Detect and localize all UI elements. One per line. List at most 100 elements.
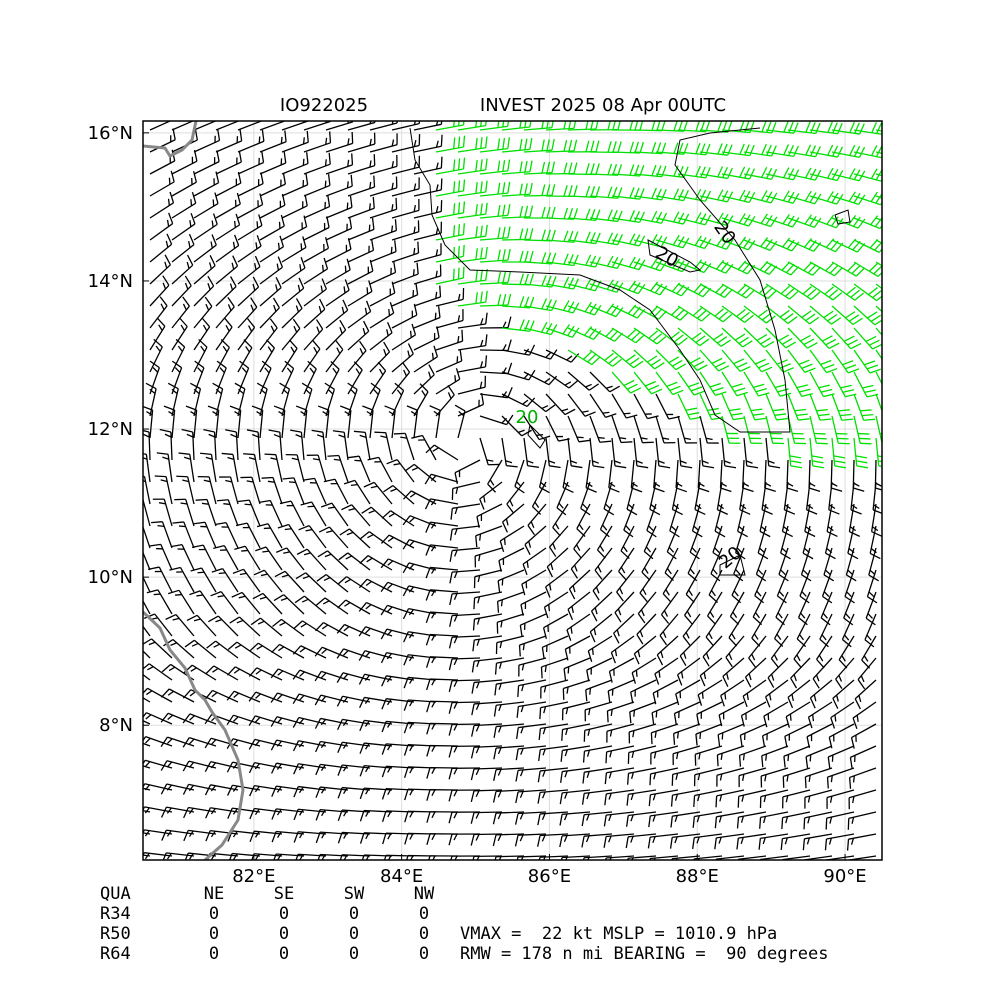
wind-barb [719, 459, 732, 493]
barb-flag [614, 460, 621, 464]
barb-flag [387, 560, 394, 566]
barb-flag [174, 593, 182, 596]
wind-barb [697, 459, 710, 493]
wind-barb [831, 144, 866, 158]
wind-barb [807, 701, 833, 729]
wind-barb [589, 371, 620, 393]
wind-barbs [143, 121, 904, 860]
barb-flag [690, 357, 701, 364]
barb-flag [824, 569, 831, 576]
barb-staff [745, 657, 767, 678]
barb-staff [269, 500, 283, 527]
barb-flag [765, 315, 776, 324]
barb-flag [151, 521, 163, 524]
barb-staff [303, 388, 313, 417]
wind-barb [457, 355, 488, 373]
wind-barb [383, 854, 415, 860]
wind-barb [314, 646, 349, 659]
barb-flag [519, 183, 523, 195]
table-cell: 0 [419, 944, 429, 964]
barb-staff [830, 701, 855, 719]
wind-barb [156, 452, 173, 483]
barb-staff [435, 394, 455, 417]
barb-flag [261, 360, 272, 369]
wind-barb [149, 212, 174, 241]
barb-flag [288, 481, 296, 484]
wind-barb [853, 327, 882, 350]
barb-flag [327, 388, 334, 395]
barb-flag [337, 576, 348, 585]
wind-barb [143, 712, 173, 725]
wind-barb [694, 745, 723, 766]
barb-flag [526, 460, 534, 464]
barb-staff [143, 673, 151, 681]
barb-flag [524, 250, 529, 263]
wind-barb [564, 635, 591, 661]
barb-flag [424, 473, 432, 485]
barb-flag [239, 129, 243, 141]
wind-barb [838, 635, 855, 669]
wind-barb [383, 485, 415, 505]
barb-flag [716, 754, 719, 767]
wind-barb [712, 525, 723, 560]
barb-staff [328, 526, 349, 549]
wind-barb [448, 635, 481, 649]
wind-barb [808, 459, 821, 492]
barb-flag [325, 121, 327, 123]
wind-barb [325, 360, 340, 395]
wind-barb [586, 657, 613, 682]
wind-barb [471, 701, 503, 716]
barb-flag [224, 317, 233, 328]
table-cell: 0 [279, 924, 289, 944]
wind-barb [664, 547, 679, 582]
wind-barb [763, 701, 789, 728]
barb-flag [164, 261, 168, 269]
barb-flag [193, 521, 206, 525]
barb-flag [261, 476, 274, 479]
wind-barb [582, 745, 613, 763]
wind-barb [195, 498, 217, 527]
wind-barb [160, 712, 195, 725]
barb-flag [382, 832, 387, 845]
barb-staff [253, 454, 261, 483]
wind-barb [147, 566, 173, 593]
wind-barb [172, 521, 195, 549]
wind-barb [337, 831, 371, 844]
barb-flag [325, 237, 330, 249]
barb-flag [197, 367, 203, 373]
wind-barb [320, 502, 349, 527]
barb-flag [359, 555, 369, 564]
wind-barb [848, 789, 877, 810]
wind-barb [705, 613, 723, 647]
barb-flag [212, 667, 219, 673]
barb-flag [884, 386, 895, 388]
barb-flag [497, 790, 502, 798]
barb-flag [612, 233, 619, 245]
wind-barb [809, 261, 843, 277]
barb-flag [743, 214, 751, 225]
wind-barb [425, 444, 459, 461]
barb-flag [618, 570, 627, 581]
barb-flag [186, 254, 194, 266]
barb-flag [607, 163, 613, 175]
barb-flag [191, 642, 199, 647]
barb-flag [194, 128, 198, 141]
wind-barb [182, 783, 217, 795]
wind-barb [805, 745, 833, 769]
barb-flag [195, 498, 208, 501]
barb-flag [365, 604, 372, 610]
wind-barb [567, 415, 591, 443]
barb-flag [207, 275, 215, 287]
wind-barb [369, 382, 381, 417]
wind-barb [515, 789, 547, 804]
barb-flag [168, 666, 176, 672]
lat-tick-label: 10°N [88, 567, 133, 588]
barb-flag [898, 170, 904, 180]
wind-barb [487, 459, 503, 493]
barb-staff [409, 515, 437, 527]
table-cell: 0 [279, 904, 289, 924]
barb-staff [391, 188, 420, 197]
barb-flag [147, 666, 154, 671]
barb-staff [827, 767, 855, 778]
barb-staff [767, 657, 789, 679]
